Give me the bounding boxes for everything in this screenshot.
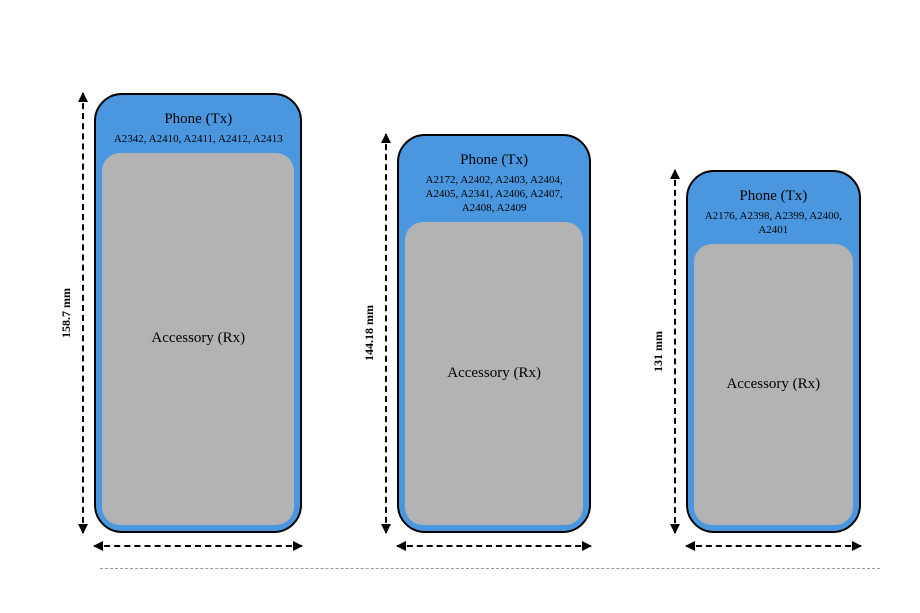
phone-models: A2176, A2398, A2399, A2400, A2401 <box>698 209 849 238</box>
height-dimension: 131 mm <box>651 170 680 533</box>
phones-container: 158.7 mm Phone (Tx) A2342, A2410, A2411, A… <box>0 93 920 553</box>
arrow-left-icon <box>93 541 103 551</box>
phone-header: Phone (Tx) A2172, A2402, A2403, A2404, A2… <box>405 144 583 222</box>
height-dimension-line <box>670 170 680 533</box>
arrow-down-icon <box>670 524 680 534</box>
height-label: 131 mm <box>651 331 666 372</box>
phone-column: Phone (Tx) A2342, A2410, A2411, A2412, A2… <box>94 93 302 553</box>
height-dimension-line <box>381 134 391 533</box>
height-dimension: 158.7 mm <box>59 93 88 533</box>
width-dimension <box>94 539 302 553</box>
arrow-up-icon <box>381 133 391 143</box>
arrow-right-icon <box>293 541 303 551</box>
arrow-left-icon <box>396 541 406 551</box>
phone-column: Phone (Tx) A2176, A2398, A2399, A2400, A2… <box>686 170 861 553</box>
accessory-region: Accessory (Rx) <box>405 222 583 525</box>
height-label: 158.7 mm <box>59 288 74 338</box>
width-dimension <box>397 539 591 553</box>
accessory-region: Accessory (Rx) <box>102 153 294 525</box>
accessory-region: Accessory (Rx) <box>694 244 853 525</box>
arrow-up-icon <box>670 169 680 179</box>
phone-body: Phone (Tx) A2176, A2398, A2399, A2400, A2… <box>686 170 861 533</box>
phone-header: Phone (Tx) A2176, A2398, A2399, A2400, A2… <box>694 180 853 244</box>
arrow-up-icon <box>78 92 88 102</box>
baseline-rule <box>100 568 880 569</box>
width-dimension <box>686 539 861 553</box>
phone-body: Phone (Tx) A2342, A2410, A2411, A2412, A2… <box>94 93 302 533</box>
phone-models: A2172, A2402, A2403, A2404, A2405, A2341… <box>409 173 579 216</box>
arrow-left-icon <box>685 541 695 551</box>
height-dimension: 144.18 mm <box>362 134 391 533</box>
phone-column: Phone (Tx) A2172, A2402, A2403, A2404, A2… <box>397 134 591 553</box>
phone-header: Phone (Tx) A2342, A2410, A2411, A2412, A2… <box>104 103 293 152</box>
phone-models: A2342, A2410, A2411, A2412, A2413 <box>108 132 289 146</box>
phone-body: Phone (Tx) A2172, A2402, A2403, A2404, A2… <box>397 134 591 533</box>
arrow-right-icon <box>582 541 592 551</box>
phone-item-1: 144.18 mm Phone (Tx) A2172, A2402, A2403, … <box>362 134 591 553</box>
height-dimension-line <box>78 93 88 533</box>
arrow-right-icon <box>852 541 862 551</box>
phone-title: Phone (Tx) <box>108 111 289 128</box>
phone-title: Phone (Tx) <box>698 188 849 205</box>
arrow-down-icon <box>381 524 391 534</box>
height-label: 144.18 mm <box>362 305 377 361</box>
phone-item-0: 158.7 mm Phone (Tx) A2342, A2410, A2411, A… <box>59 93 302 553</box>
phone-title: Phone (Tx) <box>409 152 579 169</box>
arrow-down-icon <box>78 524 88 534</box>
phone-item-2: 131 mm Phone (Tx) A2176, A2398, A2399, A24… <box>651 170 861 553</box>
